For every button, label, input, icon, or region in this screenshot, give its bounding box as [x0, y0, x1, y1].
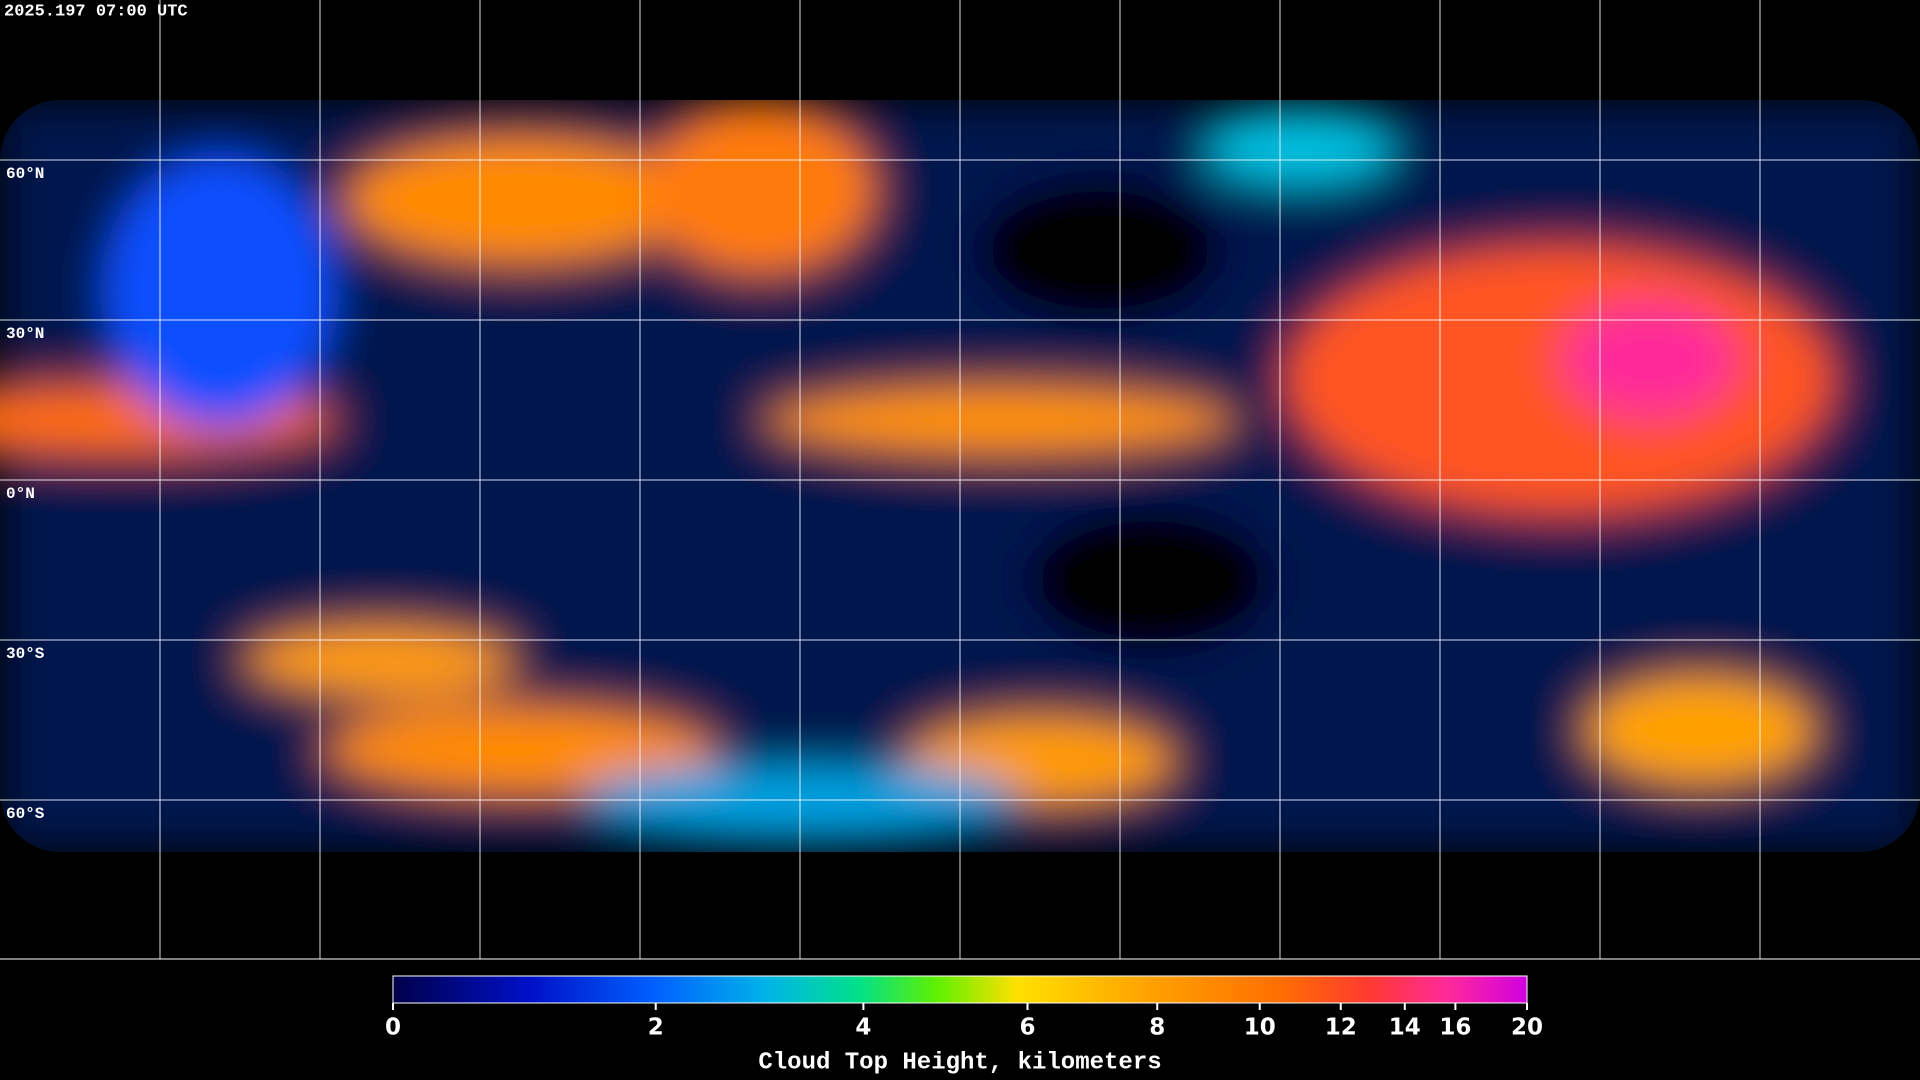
colorbar-tick-label: 20: [1511, 1015, 1543, 1041]
colorbar: [392, 975, 1528, 1004]
cloud-area: [1280, 240, 1840, 520]
latitude-label: 60°N: [6, 165, 44, 183]
colorbar-tick-label: 10: [1244, 1015, 1276, 1041]
colorbar-tick-label: 12: [1325, 1015, 1357, 1041]
colorbar-tick-label: 2: [648, 1015, 664, 1041]
cloud-area: [1560, 300, 1740, 420]
latitude-label: 30°N: [6, 325, 44, 343]
latitude-label: 60°S: [6, 805, 45, 823]
clear-sky: [1020, 500, 1280, 660]
cloud-area: [640, 100, 880, 280]
colorbar-tick-label: 16: [1439, 1015, 1471, 1041]
latitude-labels: 60°N 30°N 0°N 30°S 60°S: [6, 165, 45, 823]
timestamp: 2025.197 07:00 UTC: [4, 2, 188, 21]
colorbar-tick-label: 14: [1389, 1015, 1421, 1041]
cloud-area: [100, 150, 340, 430]
cloud-area: [1200, 110, 1400, 190]
latitude-label: 30°S: [6, 645, 45, 663]
colorbar-title: Cloud Top Height, kilometers: [758, 1049, 1161, 1076]
graticule: [0, 0, 1920, 960]
colorbar-tick-label: 8: [1149, 1015, 1165, 1041]
colorbar-tick-label: 6: [1020, 1015, 1036, 1041]
cloud-band: [1580, 670, 1820, 790]
latitude-label: 0°N: [6, 485, 35, 503]
cloud-band: [760, 380, 1240, 460]
colorbar-tick-label: 0: [385, 1015, 401, 1041]
colorbar-tick-label: 4: [855, 1015, 871, 1041]
cloud-area: [340, 130, 700, 270]
clear-sky: [970, 170, 1230, 330]
cloud-band: [240, 620, 520, 700]
colorbar-ticks: 0 2 4 6 8 10 12 14 16 20: [385, 1003, 1543, 1041]
cloud-band: [320, 700, 720, 800]
